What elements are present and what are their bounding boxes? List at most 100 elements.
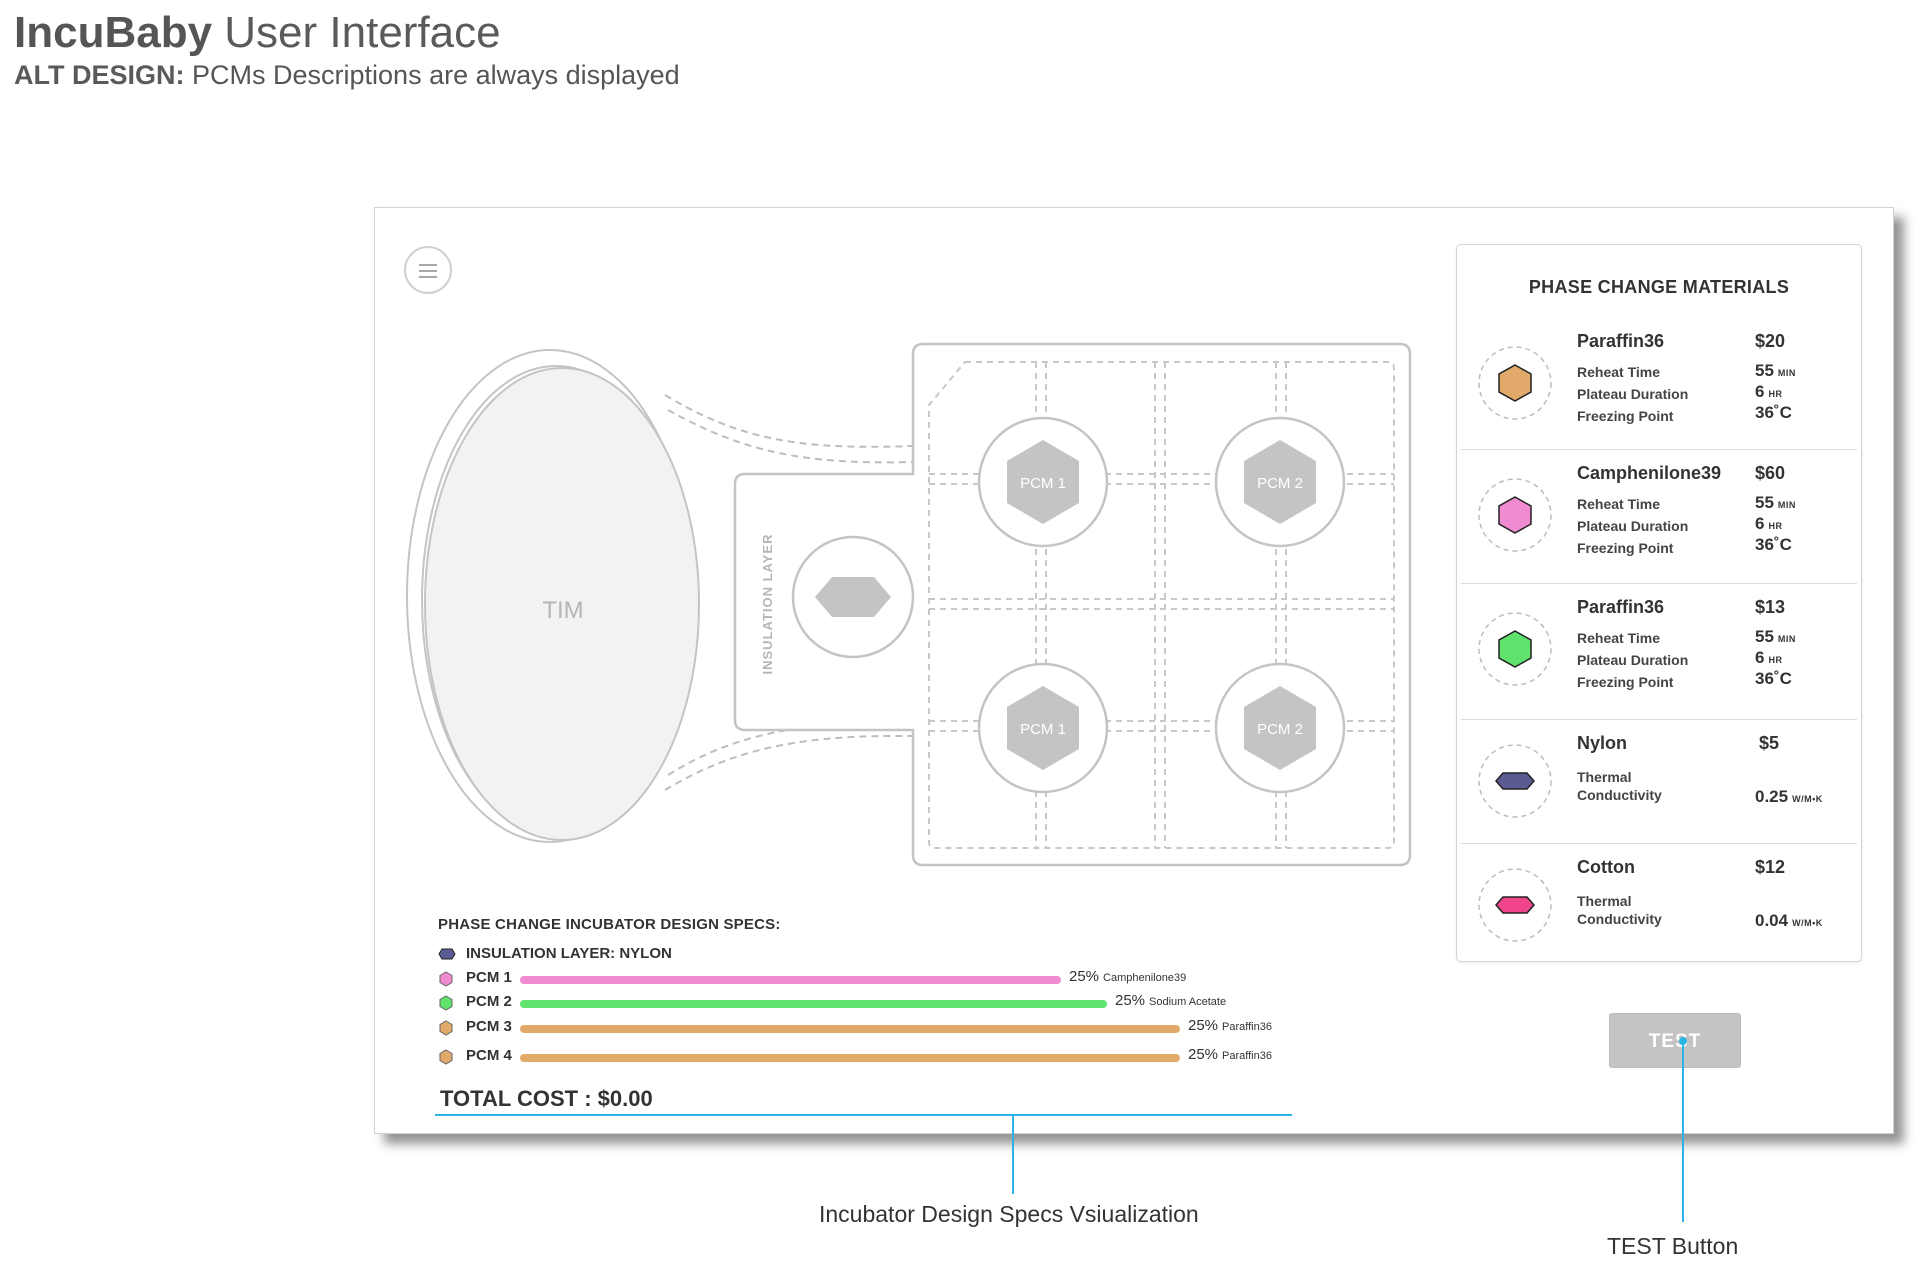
spec-bar <box>520 1025 1180 1033</box>
pcm-slot-4[interactable]: PCM 2 <box>1214 662 1346 794</box>
value: 0.25 <box>1755 787 1789 806</box>
spec-row-pcm: PCM 2 25% Sodium Acetate <box>438 992 1298 1014</box>
spec-percent-value: 25% <box>1188 1046 1219 1063</box>
material-property-label: Plateau Duration <box>1577 652 1689 668</box>
hamburger-icon-bar <box>419 270 437 272</box>
unit: HR <box>1768 389 1783 399</box>
pcm-slot-2[interactable]: PCM 2 <box>1214 416 1346 548</box>
material-property-label: Thermal <box>1577 769 1632 785</box>
hexagon-icon <box>439 1049 453 1065</box>
row-divider <box>1461 583 1857 584</box>
hexagon-icon <box>1478 346 1552 420</box>
material-row[interactable]: Paraffin36 $13 Reheat Time Plateau Duration… <box>1457 583 1861 719</box>
material-price: $13 <box>1755 597 1786 617</box>
spec-material: Paraffin36 <box>1222 1050 1272 1062</box>
hexagon-icon <box>1007 440 1079 524</box>
annotation-specs: Incubator Design Specs Vsiualization <box>819 1201 1199 1227</box>
spec-percent: 25% Paraffin36 <box>1188 1046 1272 1063</box>
pcm-slot-label: PCM 2 <box>1257 721 1303 738</box>
spec-label: PCM 4 <box>466 1047 512 1064</box>
pcm-slot-1[interactable]: PCM 1 <box>977 416 1109 548</box>
tim-chamber: TIM <box>406 349 700 843</box>
insulation-slot[interactable] <box>791 535 915 659</box>
spec-row-insulation: INSULATION LAYER: NYLON <box>438 944 838 966</box>
flat-hexagon-icon <box>1478 868 1552 942</box>
flat-hexagon-icon <box>815 577 891 617</box>
hexagon-icon <box>1478 478 1552 552</box>
material-row[interactable]: Nylon $5 Thermal Conductivity 0.25 W/M•K <box>1457 719 1861 843</box>
spec-percent-value: 25% <box>1115 992 1146 1009</box>
unit: HR <box>1768 521 1783 531</box>
spec-bar <box>520 976 1061 984</box>
pcm-slot-label: PCM 1 <box>1020 475 1066 492</box>
material-property-value: 6 HR <box>1755 382 1782 402</box>
value: 55 <box>1755 627 1774 646</box>
spec-label: PCM 1 <box>466 969 512 986</box>
specs-title: PHASE CHANGE INCUBATOR DESIGN SPECS: <box>438 916 781 933</box>
test-button[interactable]: TEST <box>1609 1013 1741 1068</box>
material-property-label: Conductivity <box>1577 787 1662 803</box>
pcm-panel: PHASE CHANGE MATERIALS Paraffin36 $20 Rehe… <box>1456 244 1862 962</box>
material-property-label: Freezing Point <box>1577 408 1674 424</box>
tim-label: TIM <box>542 597 583 624</box>
material-name: Camphenilone39 <box>1577 463 1722 483</box>
row-divider <box>1461 449 1857 450</box>
spec-material: Camphenilone39 <box>1103 972 1187 984</box>
unit: W/M•K <box>1792 794 1823 804</box>
total-cost-underline <box>435 1114 1292 1116</box>
insulation-layer-label: INSULATION LAYER <box>760 534 775 675</box>
material-price: $60 <box>1755 463 1786 483</box>
pcm-panel-title: PHASE CHANGE MATERIALS <box>1528 277 1790 297</box>
spec-percent-value: 25% <box>1188 1017 1219 1034</box>
pcm-slot-3[interactable]: PCM 1 <box>977 662 1109 794</box>
menu-button[interactable] <box>404 246 452 294</box>
material-property-label: Conductivity <box>1577 911 1662 927</box>
value: 55 <box>1755 361 1774 380</box>
hamburger-icon <box>419 264 437 266</box>
material-row[interactable]: Camphenilone39 $60 Reheat Time Plateau Dura… <box>1457 449 1861 583</box>
unit: MIN <box>1777 634 1796 644</box>
material-property-value: 36˚C <box>1755 403 1792 423</box>
spec-material: Paraffin36 <box>1222 1021 1272 1033</box>
material-name: Paraffin36 <box>1577 331 1665 351</box>
hexagon-icon <box>1244 686 1316 770</box>
material-price: $20 <box>1755 331 1786 351</box>
material-price: $12 <box>1755 857 1786 877</box>
value: 36˚C <box>1755 535 1792 554</box>
material-property-value: 55 MIN <box>1755 627 1796 647</box>
value: 36˚C <box>1755 403 1792 422</box>
value: 6 <box>1755 648 1765 667</box>
material-property-label: Plateau Duration <box>1577 518 1689 534</box>
material-row[interactable]: Cotton $12 Thermal Conductivity 0.04 W/M•K <box>1457 843 1861 961</box>
spec-percent-value: 25% <box>1069 968 1100 985</box>
unit: W/M•K <box>1792 918 1823 928</box>
material-row[interactable]: Paraffin36 $20 Reheat Time Plateau Duration… <box>1457 317 1861 449</box>
document-title: IncuBaby User Interface <box>14 8 501 57</box>
hexagon-icon <box>439 971 453 987</box>
annotation-test: TEST Button <box>1607 1233 1739 1259</box>
hexagon-icon <box>439 995 453 1011</box>
material-property-label: Reheat Time <box>1577 364 1660 380</box>
unit: MIN <box>1777 500 1796 510</box>
callout-line <box>1682 1042 1684 1222</box>
callout-dot <box>1679 1037 1687 1045</box>
material-name: Cotton <box>1577 857 1635 877</box>
spec-label: PCM 2 <box>466 993 512 1010</box>
spec-bar <box>520 1054 1180 1062</box>
value: 0.04 <box>1755 911 1789 930</box>
spec-row-pcm: PCM 3 25% Paraffin36 <box>438 1017 1298 1039</box>
spec-material: Sodium Acetate <box>1149 996 1227 1008</box>
incubator-diagram: TIM INSULATION LAYER PCM 1 PCM 2 PCM 1 <box>406 342 1412 867</box>
material-name: Paraffin36 <box>1577 597 1665 617</box>
material-property-value: 36˚C <box>1755 535 1792 555</box>
hexagon-icon <box>1007 686 1079 770</box>
pcm-slot-label: PCM 2 <box>1257 475 1303 492</box>
pcm-slot-label: PCM 1 <box>1020 721 1066 738</box>
row-divider <box>1461 719 1857 720</box>
spec-bar <box>520 1000 1107 1008</box>
spec-label: INSULATION LAYER: NYLON <box>466 945 672 962</box>
spec-row-pcm: PCM 4 25% Paraffin36 <box>438 1046 1298 1068</box>
material-property-label: Plateau Duration <box>1577 386 1689 402</box>
material-property-value: 0.25 W/M•K <box>1755 787 1823 807</box>
material-property-value: 55 MIN <box>1755 493 1796 513</box>
